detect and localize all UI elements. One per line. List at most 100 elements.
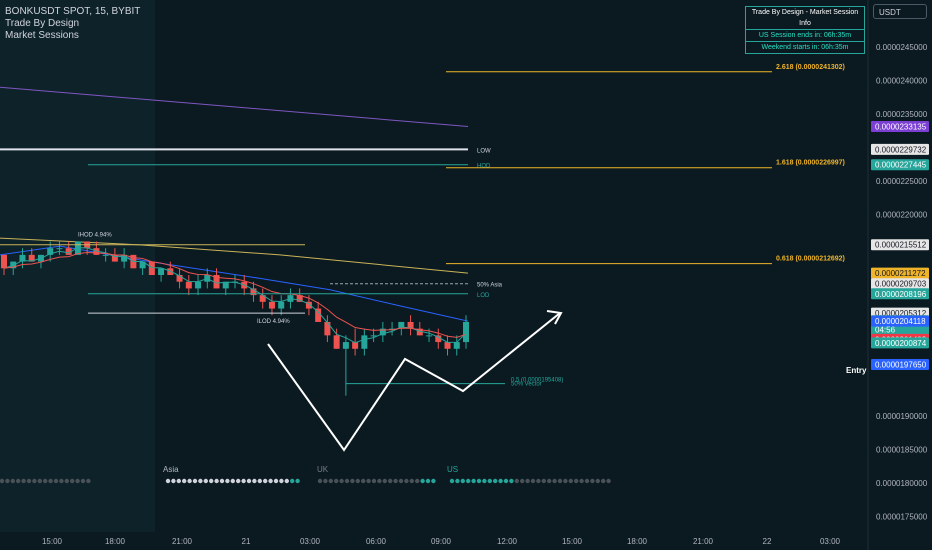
- session-dot: [268, 478, 273, 484]
- candle-body: [398, 321, 405, 329]
- candle-body: [158, 268, 165, 275]
- candle-body: [342, 342, 349, 349]
- moving-average-2: [0, 237, 469, 274]
- x-tick-label: 21: [242, 537, 251, 546]
- y-tick-label: 0.0000240000: [876, 76, 928, 85]
- y-tick-label: 0.0000190000: [876, 412, 928, 421]
- session-dot: [409, 478, 414, 484]
- price-label: 0.0000205312: [875, 309, 927, 318]
- y-tick-label: 0.0000235000: [876, 110, 928, 119]
- ilod-label: ILOD 4.94%: [257, 319, 290, 325]
- x-tick-label: 03:00: [300, 537, 321, 546]
- candle-body: [435, 335, 442, 343]
- price-label-box: [871, 337, 929, 349]
- session-dot: [393, 478, 398, 484]
- session-dot: [339, 478, 344, 484]
- session-dot: [241, 478, 246, 484]
- price-label-box: [871, 359, 929, 371]
- session-dot: [525, 478, 530, 484]
- candle-body: [1, 254, 7, 269]
- session-label-us: US: [447, 465, 458, 474]
- session-dot: [590, 478, 595, 484]
- session-dot: [471, 478, 476, 484]
- price-label: 0.0000197650: [875, 361, 927, 370]
- info-title: Trade By Design - Market Session Info: [746, 7, 864, 30]
- session-dot: [317, 478, 323, 484]
- session-dot: [26, 478, 32, 484]
- session-dot: [536, 478, 541, 484]
- session-dot: [323, 478, 328, 484]
- fib-label: 1.618 (0.0000226997): [776, 160, 845, 167]
- session-dot: [198, 478, 203, 484]
- x-tick-label: 18:00: [105, 537, 126, 546]
- fib-label: 0.618 (0.0000212692): [776, 256, 845, 263]
- candle-body: [315, 308, 322, 322]
- candle-body: [352, 342, 359, 349]
- hod-label: HOD: [477, 164, 491, 170]
- session-dot: [601, 478, 606, 484]
- candle-body: [56, 248, 63, 250]
- candle-body: [195, 281, 202, 289]
- fib-label: 2.618 (0.0000241302): [776, 64, 845, 71]
- session-dot: [10, 478, 15, 484]
- candle-body: [47, 248, 54, 255]
- session-dot: [80, 478, 86, 484]
- ema-fast-line: [3, 247, 467, 344]
- session-dot: [273, 478, 279, 484]
- session-dot: [388, 478, 393, 484]
- candle-body: [213, 275, 220, 289]
- candle-body: [370, 335, 377, 337]
- candle-body: [379, 328, 386, 336]
- session-dot: [75, 478, 80, 484]
- session-label-asia: Asia: [163, 465, 179, 474]
- candle-body: [361, 335, 368, 349]
- session-dot: [86, 478, 91, 484]
- candle-body: [111, 254, 118, 262]
- x-tick-label: 03:00: [820, 537, 841, 546]
- projection-arrowhead: [546, 310, 563, 325]
- candle-body: [389, 328, 396, 330]
- candle-body: [407, 321, 414, 329]
- session-info-table: Trade By Design - Market Session Info US…: [745, 6, 865, 54]
- currency-selector[interactable]: USDT: [873, 4, 927, 19]
- y-tick-label: 0.0000225000: [876, 177, 928, 186]
- session-dot: [563, 478, 568, 484]
- x-tick-label: 21:00: [172, 537, 193, 546]
- session-dot: [37, 478, 42, 484]
- price-label-box: [871, 315, 929, 327]
- candle-body: [259, 295, 266, 302]
- session-dot: [355, 478, 360, 484]
- candle-body: [463, 321, 469, 343]
- candle-body: [250, 288, 257, 296]
- candle-body: [222, 281, 229, 289]
- indicator-market-sessions[interactable]: Market Sessions: [5, 30, 79, 41]
- price-label-box: [871, 288, 929, 300]
- x-tick-label: 18:00: [627, 537, 648, 546]
- price-label-box: [871, 121, 929, 133]
- session-dot: [192, 478, 198, 484]
- price-label: 0.0000233135: [875, 123, 927, 132]
- session-dot: [503, 478, 509, 484]
- price-label-box: [871, 267, 929, 279]
- candle-body: [19, 254, 26, 262]
- session-dot: [606, 478, 611, 484]
- session-dot: [43, 478, 48, 484]
- indicator-trade-by-design[interactable]: Trade By Design: [5, 18, 80, 29]
- session-dot: [530, 478, 536, 484]
- candle-body: [444, 342, 451, 349]
- x-tick-label: 15:00: [562, 537, 583, 546]
- y-tick-label: 0.0000220000: [876, 211, 928, 220]
- session-dot: [203, 478, 208, 484]
- x-tick-label: 15:00: [42, 537, 63, 546]
- session-dot: [574, 478, 579, 484]
- candle-body: [268, 301, 275, 309]
- candle-body: [426, 335, 433, 337]
- y-tick-label: 0.0000245000: [876, 43, 928, 52]
- ema-slow-line: [3, 252, 467, 338]
- session-dot: [263, 478, 268, 484]
- time-axis-bg: [0, 532, 868, 550]
- candle-body: [296, 295, 303, 302]
- session-dot: [252, 478, 257, 484]
